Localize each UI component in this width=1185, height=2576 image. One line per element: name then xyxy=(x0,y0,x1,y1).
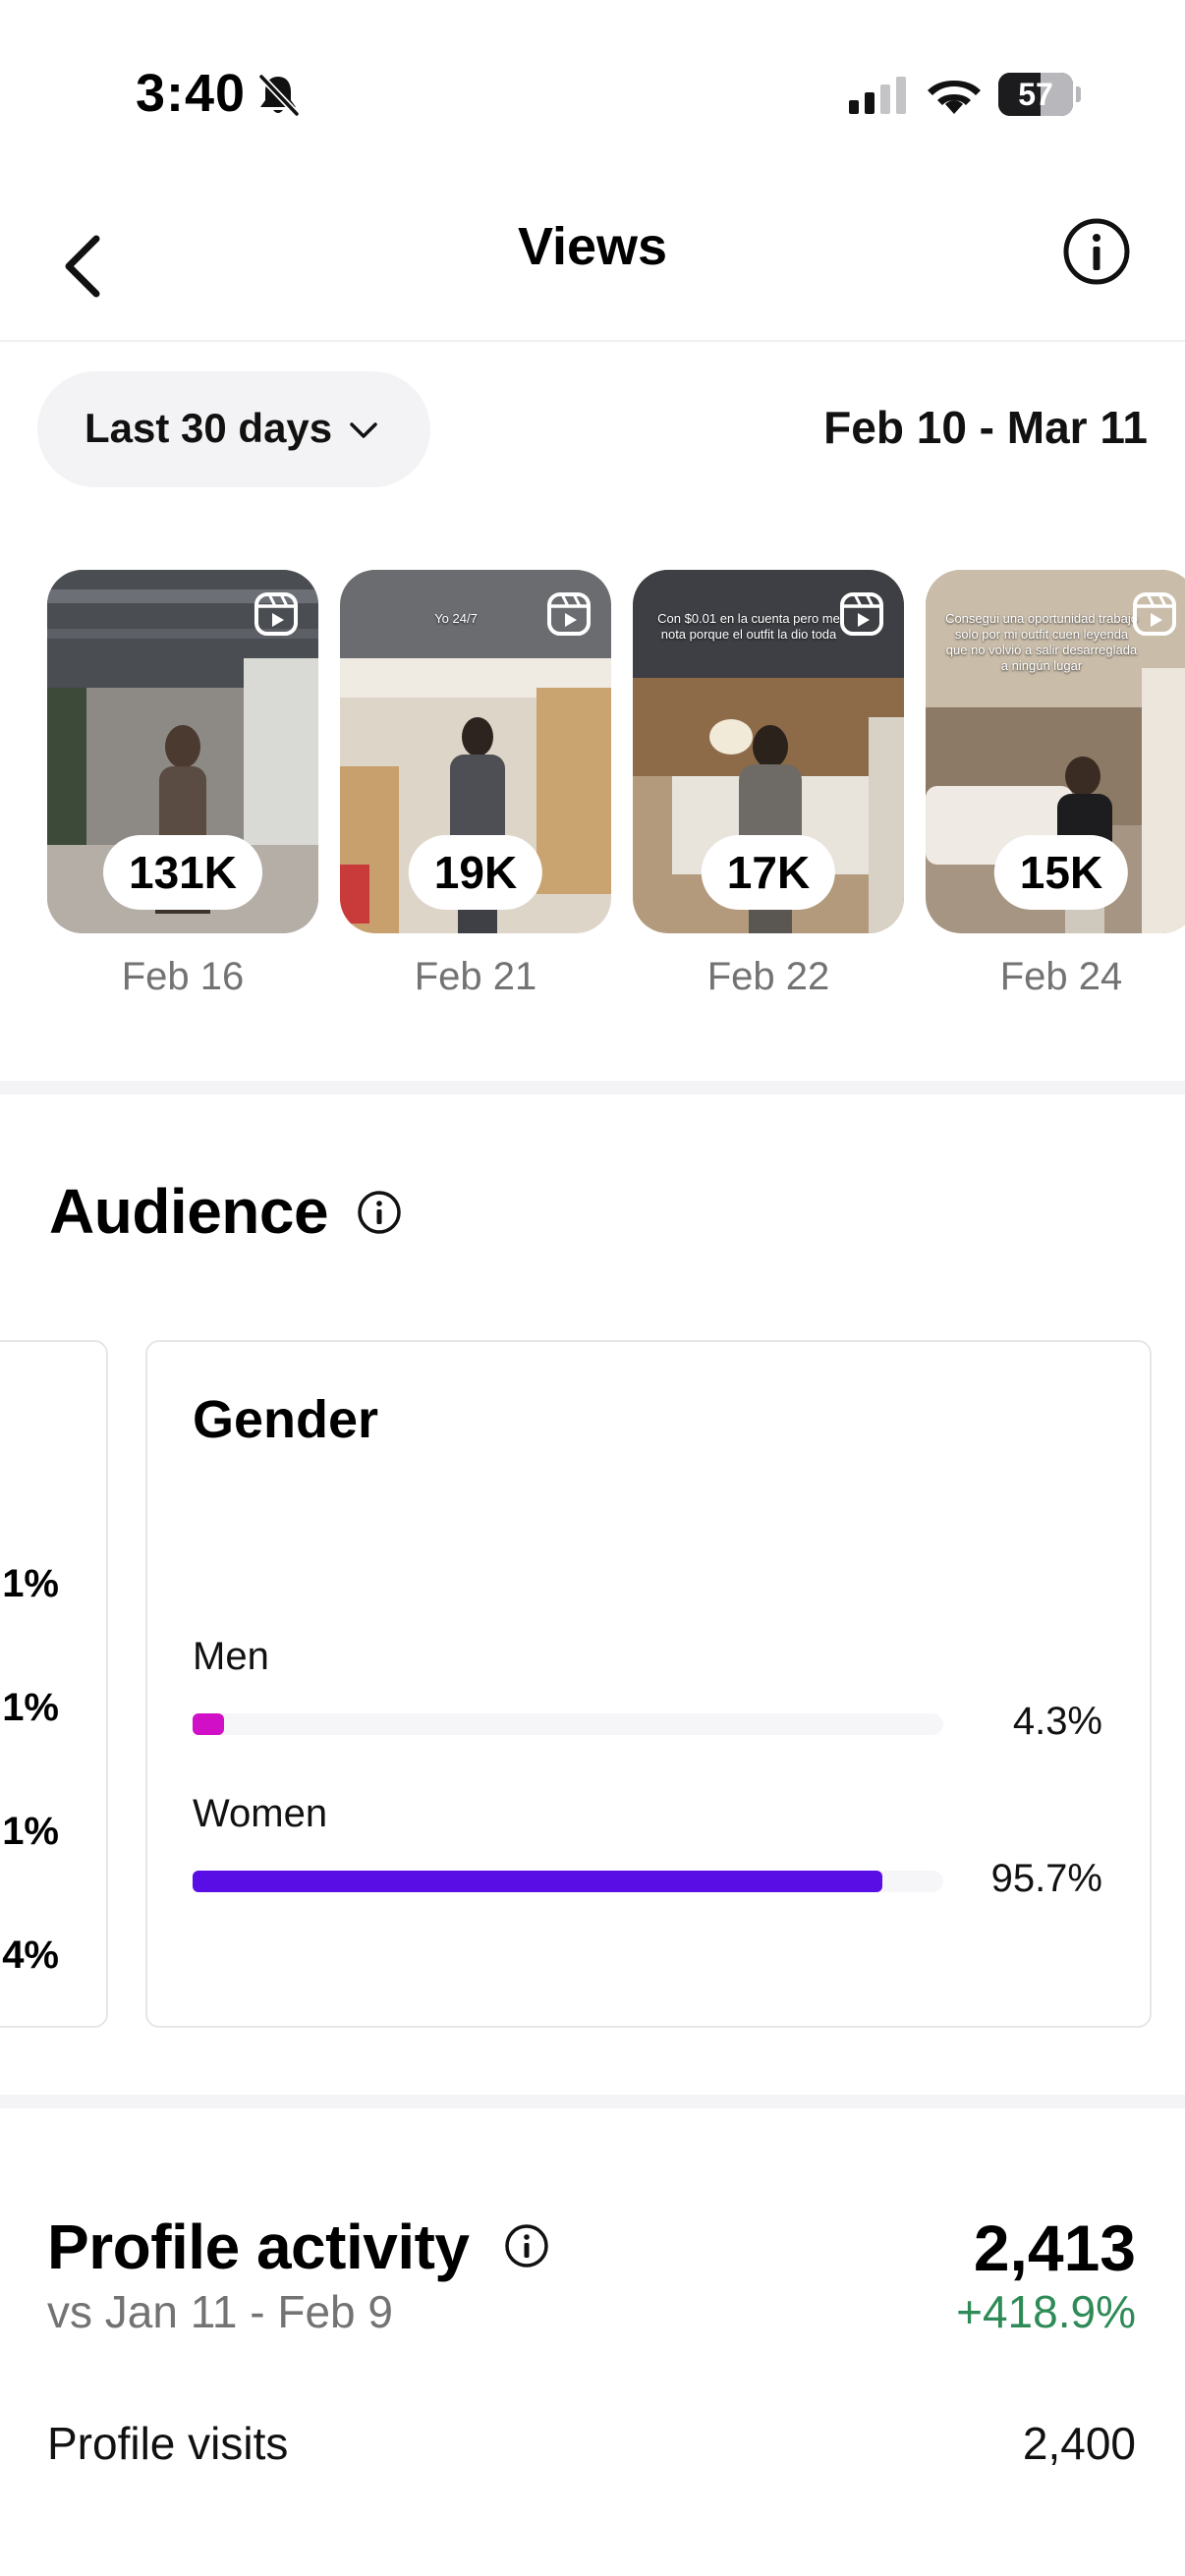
info-icon[interactable] xyxy=(1061,216,1132,287)
reel-card[interactable]: Con $0.01 en la cuenta pero me nota porq… xyxy=(633,570,904,999)
date-range-text: Feb 10 - Mar 11 xyxy=(823,402,1148,453)
cellular-signal-icon xyxy=(849,77,906,114)
wifi-icon xyxy=(928,81,981,114)
profile-activity-title: Profile activity xyxy=(47,2212,470,2282)
battery-icon: 57 xyxy=(998,73,1081,116)
reel-date: Feb 16 xyxy=(121,955,245,998)
status-bar: 3:40 57 xyxy=(0,0,1185,187)
gender-bar-women xyxy=(193,1871,882,1892)
date-range-dropdown-label: Last 30 days xyxy=(85,405,333,451)
top-reels-row: 131K Feb 16 Yo 24/7 xyxy=(47,570,1185,1002)
section-divider xyxy=(0,2095,1185,2108)
info-icon[interactable] xyxy=(503,2222,550,2269)
reel-views-badge: 19K xyxy=(408,835,543,910)
reel-thumbnail: Yo 24/7 19K xyxy=(340,570,611,933)
reel-card[interactable]: Consegui una oportunidad trabajo solo po… xyxy=(926,570,1185,999)
age-range-value: 1% xyxy=(2,1686,59,1729)
chevron-down-icon xyxy=(350,422,377,438)
gender-card-title: Gender xyxy=(193,1390,379,1449)
reel-card[interactable]: Yo 24/7 19K Feb 21 xyxy=(340,570,611,999)
gender-card[interactable]: Gender Men 4.3% Women 95.7% xyxy=(145,1340,1152,2028)
gender-bar-label: Women xyxy=(193,1792,328,1835)
reel-date: Feb 21 xyxy=(414,955,537,998)
reel-card[interactable]: 131K Feb 16 xyxy=(47,570,318,999)
profile-visits-label[interactable]: Profile visits xyxy=(47,2418,289,2469)
age-range-value: 1% xyxy=(2,1562,59,1605)
gender-bar-track xyxy=(193,1871,943,1892)
info-icon[interactable] xyxy=(356,1189,403,1236)
gender-bar-label: Men xyxy=(193,1635,269,1678)
section-divider xyxy=(0,1081,1185,1094)
age-range-value: 4% xyxy=(2,1933,59,1977)
reels-icon xyxy=(1133,592,1176,636)
gender-bar-value: 95.7% xyxy=(990,1857,1102,1900)
reel-date: Feb 24 xyxy=(999,955,1123,998)
reel-views-badge: 17K xyxy=(701,835,836,910)
audience-title: Audience xyxy=(49,1176,329,1247)
reels-icon xyxy=(547,592,591,636)
date-range-dropdown[interactable]: Last 30 days xyxy=(37,371,430,487)
age-range-card[interactable]: 1% 1% 1% 4% xyxy=(0,1340,108,2028)
reel-views-badge: 15K xyxy=(993,835,1129,910)
profile-activity-change: +418.9% xyxy=(956,2286,1136,2337)
gender-bar-value: 4.3% xyxy=(1012,1700,1102,1743)
profile-activity-compare: vs Jan 11 - Feb 9 xyxy=(47,2286,393,2337)
gender-bar-men xyxy=(193,1713,224,1735)
reel-caption: Consegui una oportunidad trabajo solo po… xyxy=(945,611,1138,673)
reels-icon xyxy=(840,592,883,636)
reels-icon xyxy=(254,592,298,636)
nav-bar: Views xyxy=(0,187,1185,342)
reel-caption: Yo 24/7 xyxy=(434,611,478,626)
page-title: Views xyxy=(517,217,668,276)
reel-thumbnail: Consegui una oportunidad trabajo solo po… xyxy=(926,570,1185,933)
reel-date: Feb 22 xyxy=(706,955,830,998)
reel-thumbnail: Con $0.01 en la cuenta pero me nota porq… xyxy=(633,570,904,933)
status-time: 3:40 xyxy=(136,64,247,123)
bell-slash-icon xyxy=(258,74,300,117)
back-button[interactable] xyxy=(49,211,118,300)
reel-thumbnail: 131K xyxy=(47,570,318,933)
reel-views-badge: 131K xyxy=(103,835,262,910)
profile-activity-total: 2,413 xyxy=(973,2212,1136,2284)
battery-level: 57 xyxy=(1018,77,1053,112)
reel-caption: Con $0.01 en la cuenta pero me nota porq… xyxy=(657,611,840,642)
age-range-value: 1% xyxy=(2,1810,59,1853)
gender-bar-track xyxy=(193,1713,943,1735)
profile-visits-value: 2,400 xyxy=(1022,2418,1136,2469)
